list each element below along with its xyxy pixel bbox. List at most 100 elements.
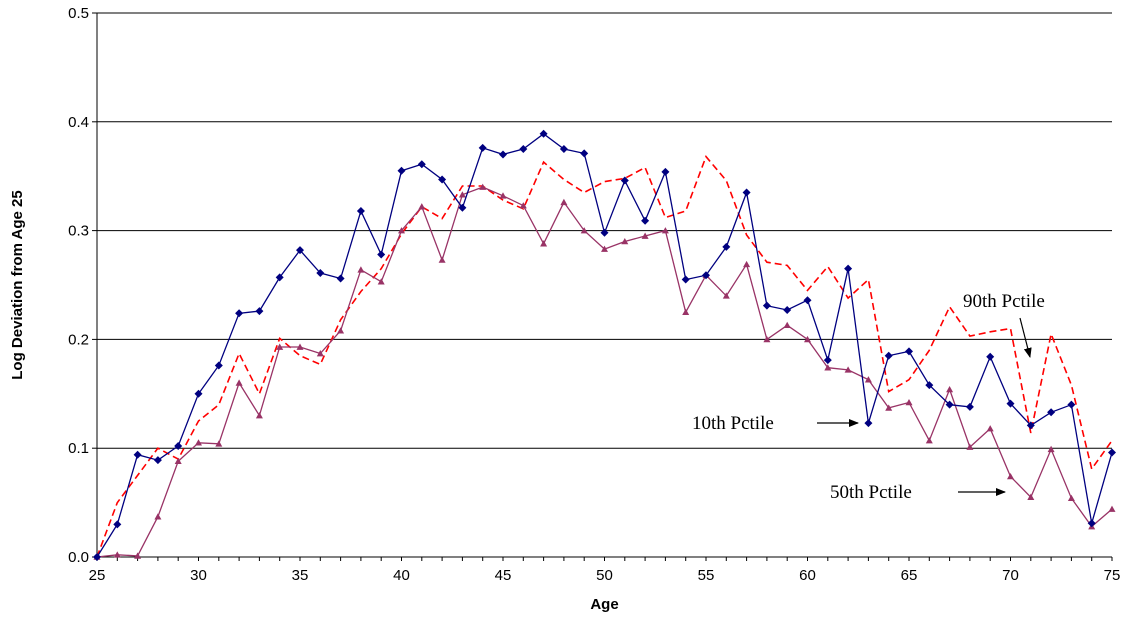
data-point: [783, 321, 791, 329]
x-tick-label: 55: [698, 567, 715, 584]
data-point: [743, 260, 751, 268]
y-axis-title: Log Deviation from Age 25: [9, 190, 26, 379]
data-point: [580, 227, 588, 234]
data-point: [235, 309, 244, 318]
data-point: [154, 513, 162, 520]
data-point: [966, 443, 974, 450]
data-point: [559, 145, 568, 153]
data-point: [925, 437, 933, 444]
data-point: [519, 145, 528, 153]
data-point: [194, 389, 203, 398]
x-axis-title: Age: [590, 596, 618, 613]
y-axis-ticks: 0.0 0.1 0.2 0.3 0.4 0.5: [68, 5, 97, 566]
series-p90: [96, 155, 1113, 558]
data-point: [560, 198, 568, 206]
data-point: [641, 232, 649, 239]
annotations: 90th Pctile 10th Pctile 50th Pctile: [692, 291, 1045, 503]
data-point: [742, 188, 751, 197]
data-point: [986, 425, 994, 432]
series-p10: [93, 129, 1116, 561]
data-point: [195, 439, 202, 446]
data-point: [600, 228, 609, 237]
data-point: [621, 237, 629, 245]
data-point: [601, 245, 608, 252]
y-tick-label: 0.1: [68, 440, 89, 457]
data-point: [316, 269, 325, 278]
data-point: [824, 364, 832, 371]
data-point: [702, 271, 710, 280]
data-point: [1047, 445, 1055, 453]
data-point: [458, 191, 466, 198]
data-point: [823, 356, 832, 365]
data-point: [214, 361, 223, 370]
data-point: [1006, 399, 1015, 408]
data-point: [438, 175, 447, 184]
data-point: [337, 327, 345, 334]
data-point: [417, 160, 426, 169]
series-layer: [93, 129, 1116, 561]
data-point: [1007, 472, 1014, 480]
data-point: [499, 150, 507, 159]
x-tick-label: 75: [1104, 567, 1121, 584]
data-point: [864, 376, 872, 383]
x-tick-label: 30: [190, 567, 207, 584]
data-point: [965, 402, 974, 411]
data-point: [1108, 448, 1116, 457]
data-point: [478, 143, 487, 152]
x-axis-ticks: 25 30 35 40 45 50 55 60 65 70 75: [89, 557, 1121, 584]
x-tick-label: 25: [89, 567, 106, 584]
annotation-arrow-p90: [1019, 317, 1032, 358]
data-point: [641, 216, 650, 225]
data-point: [620, 176, 629, 185]
data-point: [884, 351, 893, 360]
data-point: [418, 203, 426, 210]
series-line-p10: [96, 132, 1113, 558]
data-point: [864, 419, 873, 428]
data-point: [397, 166, 406, 175]
data-point: [519, 202, 527, 209]
data-point: [255, 412, 263, 419]
y-tick-label: 0.4: [68, 114, 89, 131]
x-tick-label: 45: [495, 567, 512, 584]
series-p50: [93, 183, 1116, 560]
data-point: [398, 227, 405, 234]
data-point: [93, 553, 101, 561]
data-point: [682, 308, 690, 315]
data-point: [133, 450, 142, 459]
data-point: [377, 250, 386, 259]
data-point: [113, 551, 121, 558]
x-tick-label: 40: [393, 567, 410, 584]
data-point: [316, 350, 324, 357]
data-point: [681, 275, 690, 284]
data-point: [1027, 493, 1035, 500]
data-point: [905, 347, 913, 356]
x-tick-label: 35: [292, 567, 309, 584]
data-point: [336, 274, 345, 283]
data-point: [357, 266, 365, 273]
annotation-p50: 50th Pctile: [830, 482, 912, 503]
x-tick-label: 60: [799, 567, 816, 584]
data-point: [722, 242, 731, 251]
data-point: [296, 343, 304, 350]
x-tick-label: 50: [596, 567, 613, 584]
data-point: [804, 335, 811, 343]
data-point: [438, 256, 446, 263]
data-point: [986, 352, 995, 361]
data-point: [153, 456, 162, 465]
data-point: [255, 307, 264, 316]
data-point: [885, 404, 893, 411]
data-point: [539, 129, 548, 138]
data-point: [722, 292, 730, 299]
data-point: [1047, 408, 1056, 417]
data-point: [925, 381, 934, 390]
data-point: [905, 399, 913, 406]
data-point: [458, 203, 467, 212]
data-point: [1087, 519, 1096, 528]
data-point: [276, 343, 284, 350]
data-point: [174, 457, 182, 465]
data-point: [1067, 400, 1076, 409]
x-tick-label: 65: [901, 567, 918, 584]
data-point: [356, 207, 365, 216]
data-point: [946, 385, 954, 393]
data-point: [844, 264, 853, 273]
